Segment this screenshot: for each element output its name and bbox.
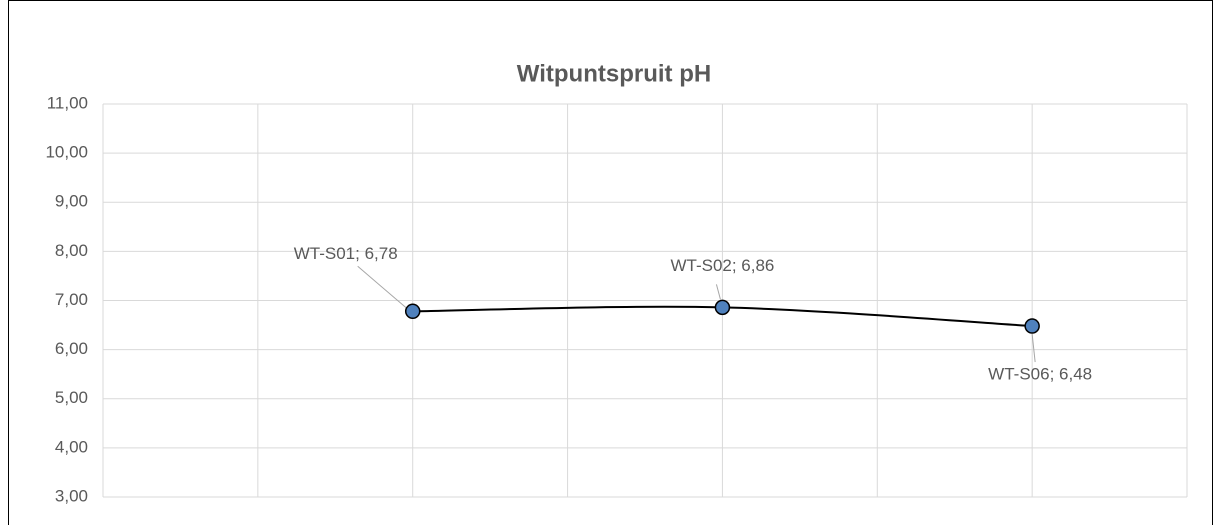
leader-line bbox=[357, 265, 408, 309]
data-label: WT-S02; 6,86 bbox=[670, 256, 774, 275]
y-tick-label: 11,00 bbox=[47, 93, 88, 112]
marker bbox=[404, 303, 421, 320]
y-tick-label: 9,00 bbox=[55, 192, 88, 211]
y-tick-label: 6,00 bbox=[55, 339, 88, 358]
y-tick-label: 7,00 bbox=[55, 290, 88, 309]
data-label: WT-S06; 6,48 bbox=[988, 365, 1092, 384]
marker bbox=[714, 299, 731, 316]
chart-border bbox=[8, 0, 1213, 525]
chart-title: Witpuntspruit pH bbox=[517, 60, 711, 87]
y-tick-label: 5,00 bbox=[55, 388, 88, 407]
marker bbox=[1024, 318, 1040, 334]
y-tick-label: 4,00 bbox=[55, 437, 88, 456]
y-tick-label: 3,00 bbox=[55, 486, 88, 505]
leader-line bbox=[715, 284, 721, 300]
leader-line bbox=[1031, 333, 1036, 363]
data-label: WT-S01; 6,78 bbox=[294, 244, 398, 263]
y-tick-label: 8,00 bbox=[55, 241, 88, 260]
y-tick-label: 10,00 bbox=[45, 143, 88, 162]
